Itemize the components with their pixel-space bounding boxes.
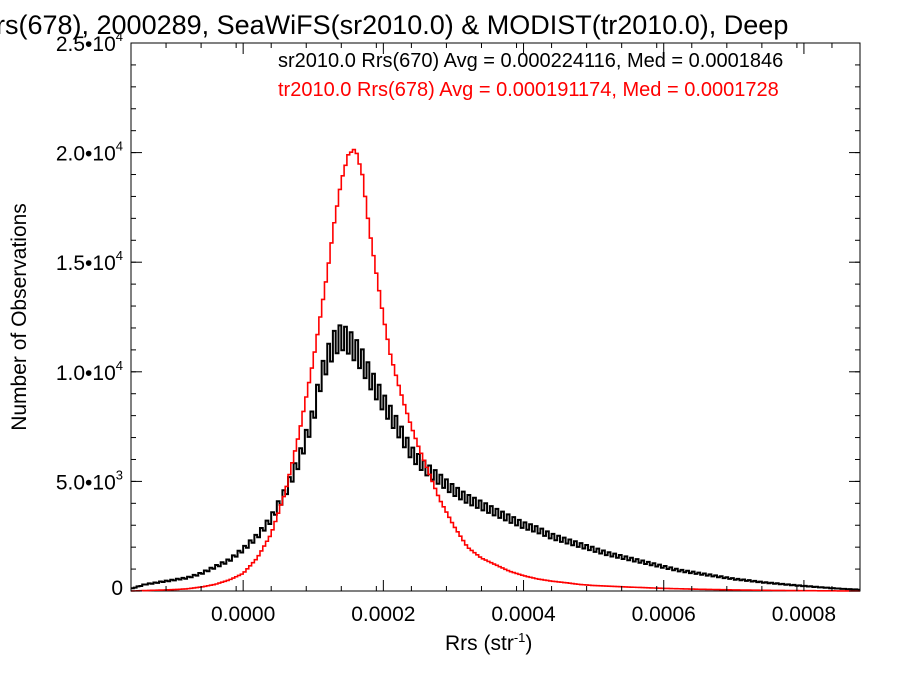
x-tick-label: 0.0002 — [351, 603, 415, 626]
series-red-histogram — [131, 148, 860, 592]
series-black-histogram — [131, 324, 860, 591]
chart-title: rs(678), 2000289, SeaWiFS(sr2010.0) & MO… — [0, 10, 788, 40]
y-tick-label: 0 — [111, 577, 123, 600]
y-tick-label: 1.5•104 — [56, 248, 123, 275]
legend-entry-red: tr2010.0 Rrs(678) Avg = 0.000191174, Med… — [278, 79, 779, 101]
x-tick-label: 0.0004 — [491, 603, 556, 626]
tick-layer: 0.0000 0.0002 0.0004 0.0006 0.0008 0 5.0•103 1.… — [56, 29, 860, 626]
x-axis-title-close: ) — [525, 632, 532, 655]
x-tick-label: 0.0006 — [632, 603, 696, 626]
y-tick-label: 2.0•104 — [56, 139, 123, 166]
x-axis-title-sup: -1 — [514, 630, 526, 645]
x-tick-label: 0.0008 — [772, 603, 836, 626]
series-layer — [131, 148, 860, 592]
y-axis-title: Number of Observations — [8, 203, 31, 431]
x-axis-title-main: Rrs (str — [445, 632, 514, 655]
plot-frame — [130, 42, 861, 592]
legend-entry-black: sr2010.0 Rrs(670) Avg = 0.000224116, Med… — [278, 50, 783, 72]
y-tick-label: 1.0•104 — [56, 358, 123, 385]
y-tick-label: 5.0•103 — [56, 467, 123, 494]
x-axis-title: Rrs (str-1) — [445, 630, 532, 655]
x-tick-label: 0.0000 — [211, 603, 275, 626]
y-tick-label: 2.5•104 — [56, 29, 123, 56]
